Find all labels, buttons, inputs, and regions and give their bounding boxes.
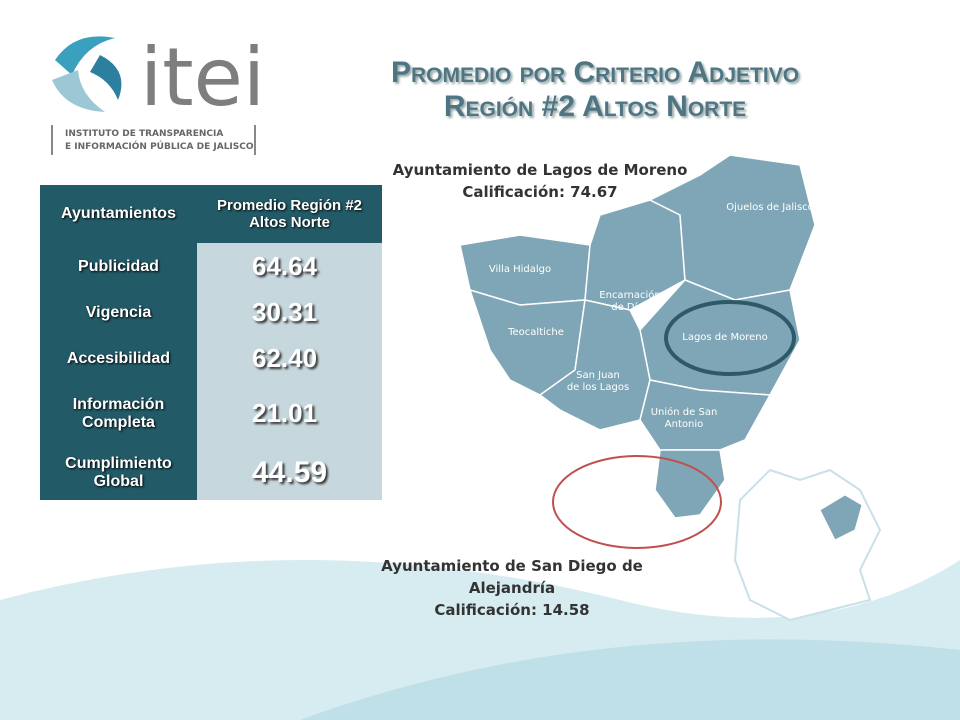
annotation-line: Calificación: 74.67 (462, 183, 618, 201)
map-region (639, 379, 772, 451)
map-label: Ojuelos de Jalisco (726, 202, 814, 213)
annotation-line: Ayuntamiento de San Diego de (381, 557, 643, 575)
table: Ayuntamientos Promedio Región #2 Altos No… (40, 185, 382, 500)
table-row: Vigencia 30.31 (40, 290, 382, 335)
map-label: de Alejandría (587, 493, 653, 505)
row-value: 30.31 (197, 290, 382, 335)
state-region-highlight (819, 494, 863, 541)
row-label: Publicidad (40, 243, 197, 290)
row-label: Información Completa (40, 382, 197, 445)
map-label: Antonio (665, 419, 703, 430)
row-label: Vigencia (40, 290, 197, 335)
logo-swirl (55, 36, 115, 75)
header-cell: Ayuntamientos (40, 185, 197, 243)
header-cell: Promedio Región #2 Altos Norte (197, 185, 382, 243)
row-label: Cumplimiento Global (40, 445, 197, 500)
map-region (648, 154, 816, 301)
annotation-line: Alejandría (468, 579, 556, 597)
map-label: de los Lagos (567, 382, 629, 393)
highlight-ellipse (552, 455, 722, 549)
annotation-line: Calificación: 14.58 (434, 601, 590, 619)
map-label: Encarnación (599, 289, 660, 301)
logo-text: E INFORMACIÓN PÚBLICA DE JALISCO (65, 140, 254, 152)
map-label: de Díaz (611, 301, 649, 313)
logo-swirl (52, 70, 105, 112)
logo-name: itei (140, 31, 265, 124)
title: Promedio por Criterio Adjetivo (390, 56, 800, 89)
row-label: Accesibilidad (40, 335, 197, 382)
background-wave (300, 639, 960, 720)
map-region (654, 449, 726, 519)
state-map (733, 468, 882, 622)
table-row: Publicidad 64.64 (40, 243, 382, 290)
annotation: Ayuntamiento de San Diego de Alejandría Ca… (352, 555, 672, 621)
annotation-line: Ayuntamiento de Lagos de Moreno (392, 161, 688, 179)
map-label: Unión de San (651, 406, 718, 418)
highlight-ellipse (664, 300, 796, 376)
map-label: Teocaltiche (507, 327, 564, 338)
table-row: Accesibilidad 62.40 (40, 335, 382, 382)
logo-swirl (90, 55, 122, 100)
map-label: Villa Hidalgo (489, 264, 551, 275)
row-value: 64.64 (197, 243, 382, 290)
map-label: Lagos de Moreno (682, 332, 767, 343)
map-label: San Juan (576, 370, 620, 381)
map-label: San Diego (594, 482, 645, 493)
row-value: 44.59 (197, 445, 382, 500)
annotation: Ayuntamiento de Lagos de Moreno Calificac… (380, 159, 700, 203)
map (459, 154, 816, 519)
table-row: Información Completa 21.01 (40, 382, 382, 445)
logo-text: INSTITUTO DE TRANSPARENCIA (65, 129, 223, 139)
table-row: Cumplimiento Global 44.59 (40, 445, 382, 500)
title: Región #2 Altos Norte (443, 90, 747, 123)
row-value: 21.01 (197, 382, 382, 445)
row-value: 62.40 (197, 335, 382, 382)
map-region (538, 299, 651, 431)
